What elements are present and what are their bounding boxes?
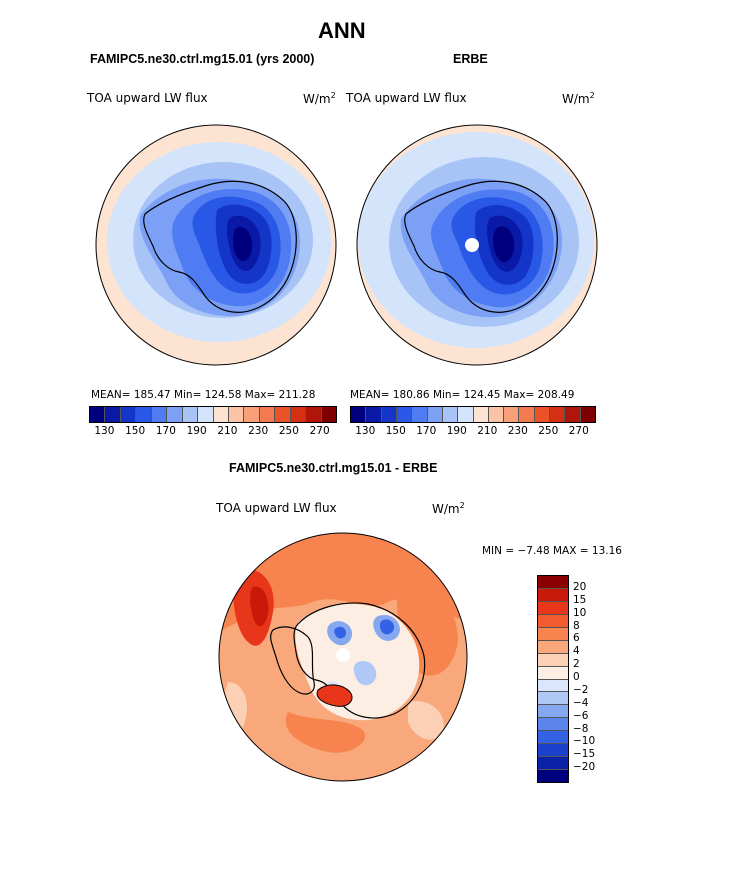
diff-colorbar-swatch (538, 692, 568, 706)
obs-variable-label: TOA upward LW flux (346, 91, 467, 105)
diff-colorbar-swatch (538, 614, 568, 628)
obs-colorbar-tick-label: 130 (355, 425, 376, 437)
diff-variable-label: TOA upward LW flux (216, 501, 337, 515)
diff-units-label: W/m2 (432, 501, 465, 516)
obs-colorbar-swatch (534, 407, 551, 422)
model-colorbar-tick-label: 210 (217, 425, 238, 437)
obs-colorbar-tick-label: 190 (446, 425, 467, 437)
model-polar-map (95, 124, 337, 366)
model-colorbar (89, 406, 337, 423)
model-variable-label: TOA upward LW flux (87, 91, 208, 105)
obs-colorbar-swatch (504, 407, 520, 422)
obs-colorbar-tick-label: 170 (416, 425, 437, 437)
obs-units-label: W/m2 (562, 91, 595, 106)
model-colorbar-swatch (198, 407, 214, 422)
obs-colorbar-swatch (442, 407, 459, 422)
diff-colorbar-tick-label: −10 (573, 735, 596, 748)
obs-colorbar-swatch (351, 407, 367, 422)
model-colorbar-swatch (151, 407, 168, 422)
obs-colorbar-tick-label: 270 (568, 425, 589, 437)
model-colorbar-swatch (321, 407, 336, 422)
model-colorbar-tick-label: 190 (186, 425, 207, 437)
model-colorbar-tick-label: 130 (94, 425, 115, 437)
obs-colorbar-tick-label: 230 (507, 425, 528, 437)
obs-colorbar-swatch (580, 407, 595, 422)
model-colorbar-swatch (306, 407, 322, 422)
obs-colorbar-swatch (488, 407, 505, 422)
obs-colorbar-swatch (519, 407, 535, 422)
model-colorbar-tick-label: 270 (309, 425, 330, 437)
model-colorbar-swatch (228, 407, 245, 422)
obs-stats: MEAN= 180.86 Min= 124.45 Max= 208.49 (350, 389, 575, 401)
diff-colorbar-tick-label: 2 (573, 658, 580, 671)
diff-polar-map (218, 532, 468, 782)
model-colorbar-swatch (182, 407, 199, 422)
diff-colorbar-swatch (538, 601, 568, 615)
diff-colorbar-swatch (538, 576, 568, 589)
diff-colorbar-swatch (538, 666, 568, 680)
diff-colorbar-tick-label: 20 (573, 580, 587, 593)
obs-colorbar-tick-label: 210 (477, 425, 498, 437)
model-colorbar-swatch (167, 407, 183, 422)
diff-colorbar-swatch (538, 770, 568, 782)
obs-colorbar-swatch (550, 407, 566, 422)
diff-colorbar-tick-label: −4 (573, 696, 589, 709)
obs-colorbar-swatch (427, 407, 443, 422)
model-colorbar-tick-label: 230 (248, 425, 269, 437)
model-colorbar-tick-label: 150 (125, 425, 146, 437)
diff-colorbar-tick-label: 15 (573, 593, 587, 606)
diff-colorbar-swatch (538, 705, 568, 719)
figure-title: ANN (318, 18, 366, 43)
diff-panel-subtitle: FAMIPC5.ne30.ctrl.mg15.01 - ERBE (229, 461, 438, 475)
diff-colorbar-tick-label: 6 (573, 632, 580, 645)
obs-colorbar-tick-label: 150 (385, 425, 406, 437)
obs-colorbar-swatch (396, 407, 413, 422)
obs-colorbar-swatch (473, 407, 489, 422)
diff-stats: MIN = −7.48 MAX = 13.16 (482, 545, 622, 557)
model-colorbar-swatch (90, 407, 106, 422)
obs-colorbar-swatch (381, 407, 397, 422)
diff-colorbar-tick-label: 10 (573, 606, 587, 619)
model-colorbar-swatch (213, 407, 229, 422)
diff-colorbar-tick-label: 8 (573, 619, 580, 632)
model-colorbar-swatch (136, 407, 152, 422)
diff-colorbar-swatch (538, 731, 568, 745)
diff-colorbar-swatch (538, 757, 568, 771)
obs-panel-subtitle: ERBE (453, 52, 488, 66)
diff-colorbar-swatch (538, 718, 568, 732)
diff-colorbar-swatch (538, 744, 568, 758)
model-colorbar-swatch (244, 407, 260, 422)
diff-colorbar-tick-label: −2 (573, 683, 589, 696)
diff-colorbar (537, 575, 569, 783)
obs-colorbar-swatch (366, 407, 382, 422)
obs-colorbar-swatch (458, 407, 474, 422)
obs-colorbar-swatch (565, 407, 581, 422)
diff-colorbar-swatch (538, 653, 568, 667)
diff-colorbar-swatch (538, 588, 568, 602)
diff-colorbar-tick-label: −6 (573, 709, 589, 722)
diff-colorbar-swatch (538, 640, 568, 654)
model-colorbar-tick-label: 250 (278, 425, 299, 437)
model-stats: MEAN= 185.47 Min= 124.58 Max= 211.28 (91, 389, 316, 401)
diff-colorbar-swatch (538, 627, 568, 641)
diff-colorbar-tick-label: −20 (573, 761, 596, 774)
model-panel-subtitle: FAMIPC5.ne30.ctrl.mg15.01 (yrs 2000) (90, 52, 315, 66)
diff-colorbar-swatch (538, 679, 568, 693)
model-colorbar-swatch (275, 407, 291, 422)
obs-colorbar-tick-label: 250 (538, 425, 559, 437)
model-colorbar-swatch (105, 407, 121, 422)
obs-polar-map (356, 124, 598, 366)
diff-colorbar-tick-label: 4 (573, 645, 580, 658)
diff-colorbar-tick-label: −8 (573, 722, 589, 735)
model-colorbar-tick-label: 170 (155, 425, 176, 437)
obs-colorbar-swatch (412, 407, 428, 422)
model-colorbar-swatch (259, 407, 276, 422)
model-units-label: W/m2 (303, 91, 336, 106)
model-colorbar-swatch (120, 407, 137, 422)
obs-colorbar (350, 406, 596, 423)
model-colorbar-swatch (290, 407, 307, 422)
diff-colorbar-tick-label: −15 (573, 748, 596, 761)
diff-colorbar-tick-label: 0 (573, 671, 580, 683)
